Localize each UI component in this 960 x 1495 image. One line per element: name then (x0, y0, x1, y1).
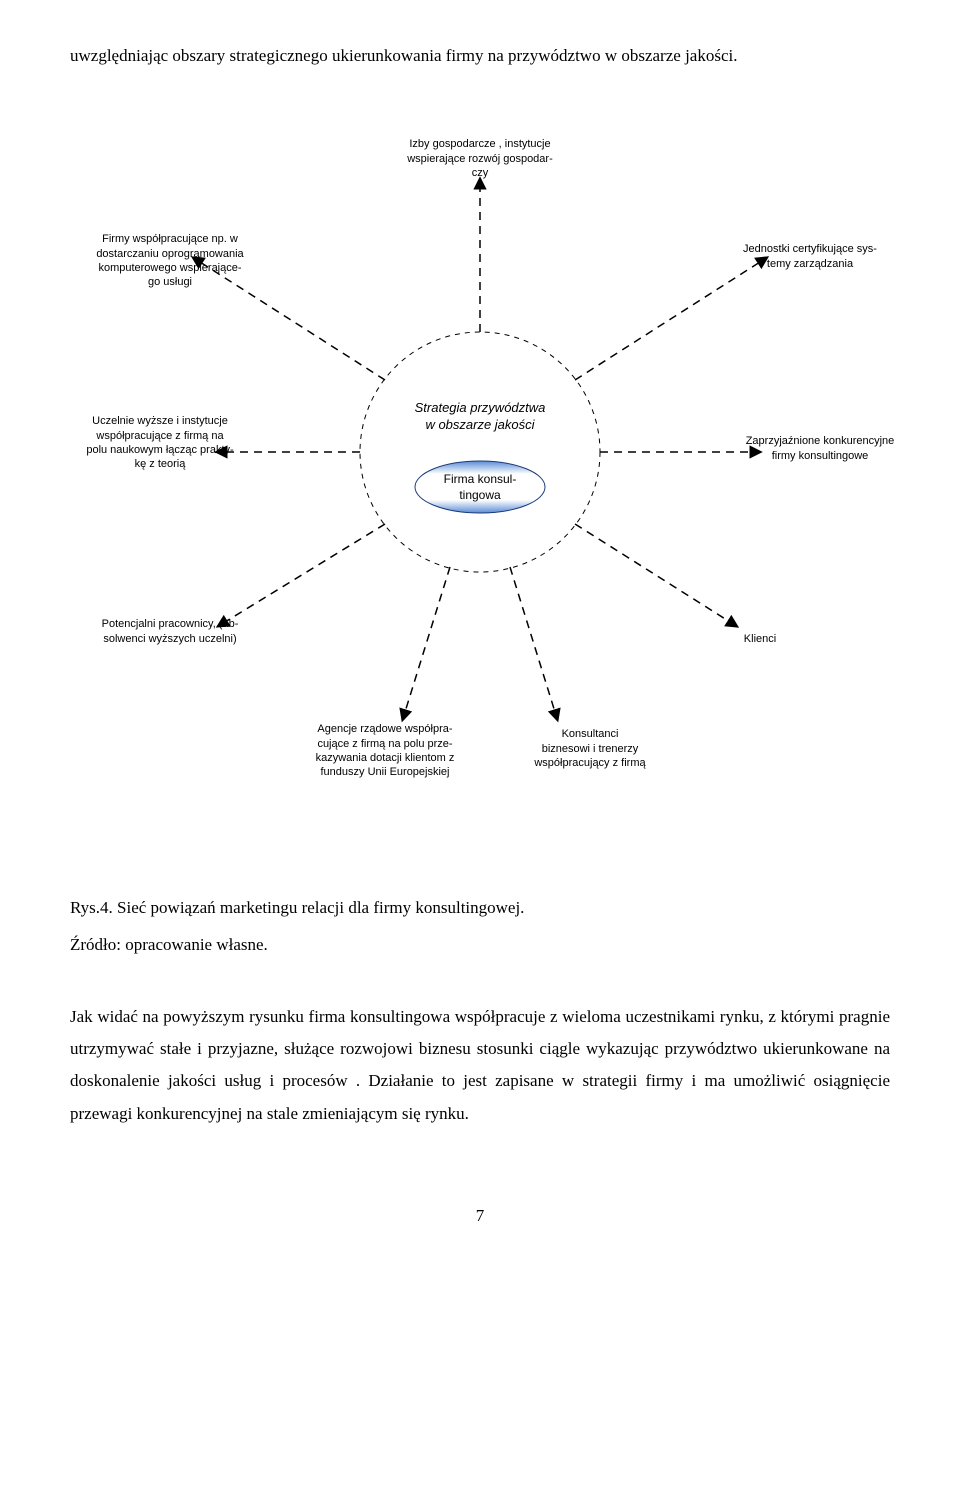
intro-text: uwzględniając obszary strategicznego uki… (70, 40, 890, 72)
label-bot-right: Klienci (710, 632, 810, 646)
label-top-left: Firmy współpracujące np. wdostarczaniu o… (70, 232, 270, 289)
figure-source: Źródło: opracowanie własne. (70, 929, 890, 961)
figure-caption: Rys.4. Sieć powiązań marketingu relacji … (70, 892, 890, 924)
center-ellipse-label: Firma konsul-tingowa (415, 472, 545, 503)
label-top-right: Jednostki certyfikujące sys-temy zarządz… (710, 242, 910, 271)
network-diagram: Izby gospodarcze , instytucjewspierające… (70, 112, 890, 872)
label-bot-left: Potencjalni pracownicy, (ab-solwenci wyż… (70, 617, 270, 646)
body-paragraph: Jak widać na powyższym rysunku firma kon… (70, 1001, 890, 1130)
label-mid-left: Uczelnie wyższe i instytucjewspółpracują… (70, 414, 250, 471)
page-number: 7 (70, 1200, 890, 1232)
strategy-title: Strategia przywództwaw obszarze jakości (390, 400, 570, 434)
label-mid-right: Zaprzyjaźnione konkurencyjnefirmy konsul… (730, 434, 910, 463)
label-top: Izby gospodarcze , instytucjewspierające… (370, 137, 590, 180)
label-bottom-left-inner: Agencje rządowe współpra-cujące z firmą … (285, 722, 485, 779)
label-bottom-right-inner: Konsultancibiznesowi i trenerzywspółprac… (500, 727, 680, 770)
